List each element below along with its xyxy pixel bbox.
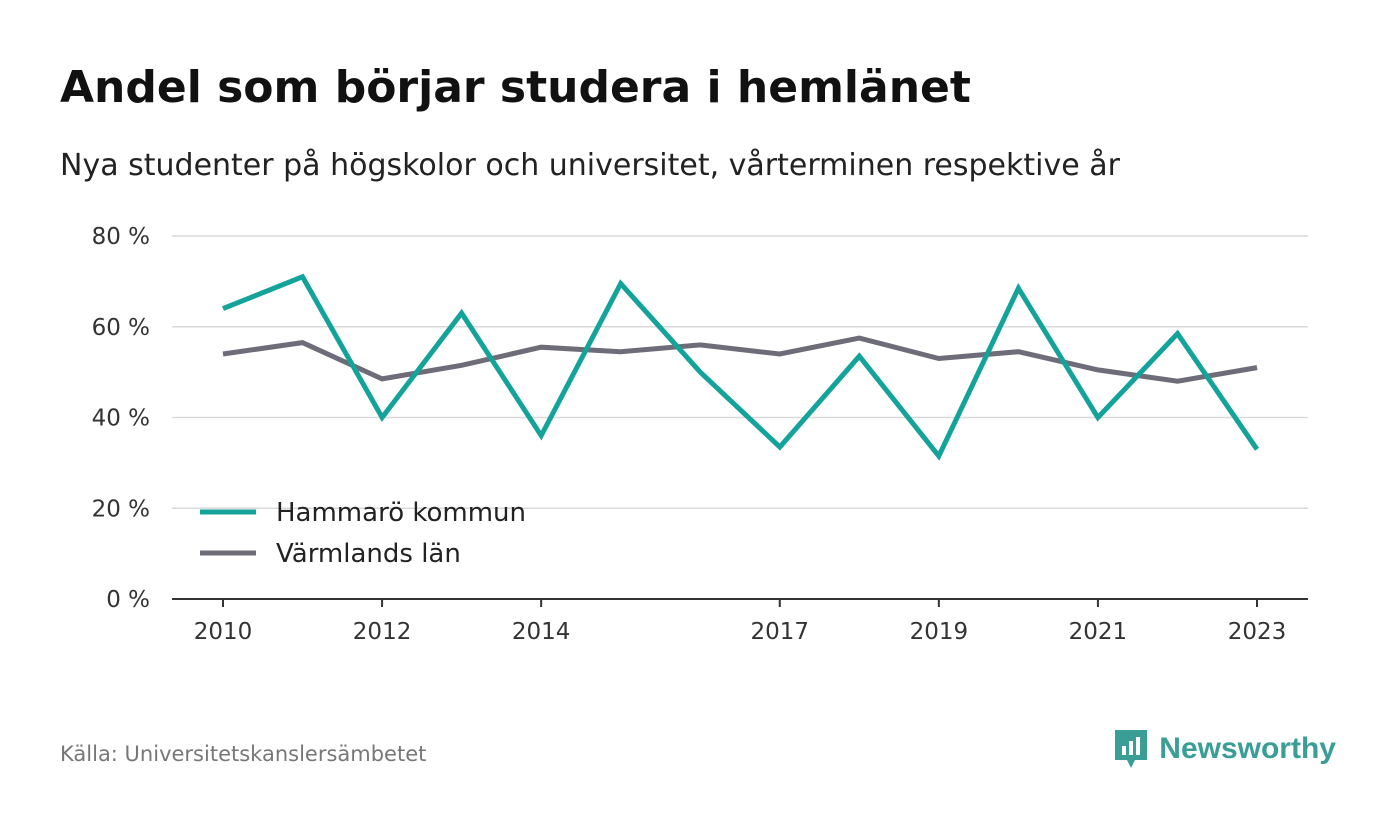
series-lines — [222, 273, 1260, 461]
x-tick-labels: 2010 2012 2014 2017 2019 2021 2023 — [194, 599, 1287, 645]
legend-label-varmland: Värmlands län — [276, 539, 461, 569]
x-tick-label: 2023 — [1228, 619, 1287, 645]
x-tick-label: 2010 — [194, 619, 253, 645]
legend: Hammarö kommun Värmlands län — [200, 498, 526, 569]
grid-lines — [172, 235, 1308, 600]
brand-logo[interactable]: Newsworthy — [1113, 728, 1336, 770]
legend-label-hammaro: Hammarö kommun — [276, 498, 526, 528]
y-tick-label: 80 % — [92, 224, 150, 250]
y-tick-label: 40 % — [92, 406, 150, 432]
y-tick-label: 0 % — [106, 587, 150, 613]
chart-subtitle: Nya studenter på högskolor och universit… — [60, 148, 1120, 183]
x-tick-label: 2012 — [353, 619, 412, 645]
x-tick-label: 2014 — [512, 619, 571, 645]
y-tick-labels: 0 % 20 % 40 % 60 % 80 % — [92, 224, 150, 613]
y-tick-label: 60 % — [92, 315, 150, 341]
brand-name: Newsworthy — [1159, 732, 1336, 765]
x-tick-label: 2017 — [750, 619, 809, 645]
y-tick-label: 20 % — [92, 496, 150, 522]
newsworthy-icon — [1115, 730, 1148, 768]
chart-title: Andel som börjar studera i hemlänet — [60, 62, 971, 113]
series-line-varmland — [222, 335, 1258, 384]
x-tick-label: 2021 — [1069, 619, 1128, 645]
series-line-hammaro — [222, 273, 1260, 461]
source-note: Källa: Universitetskanslersämbetet — [60, 742, 427, 766]
x-tick-label: 2019 — [910, 619, 969, 645]
